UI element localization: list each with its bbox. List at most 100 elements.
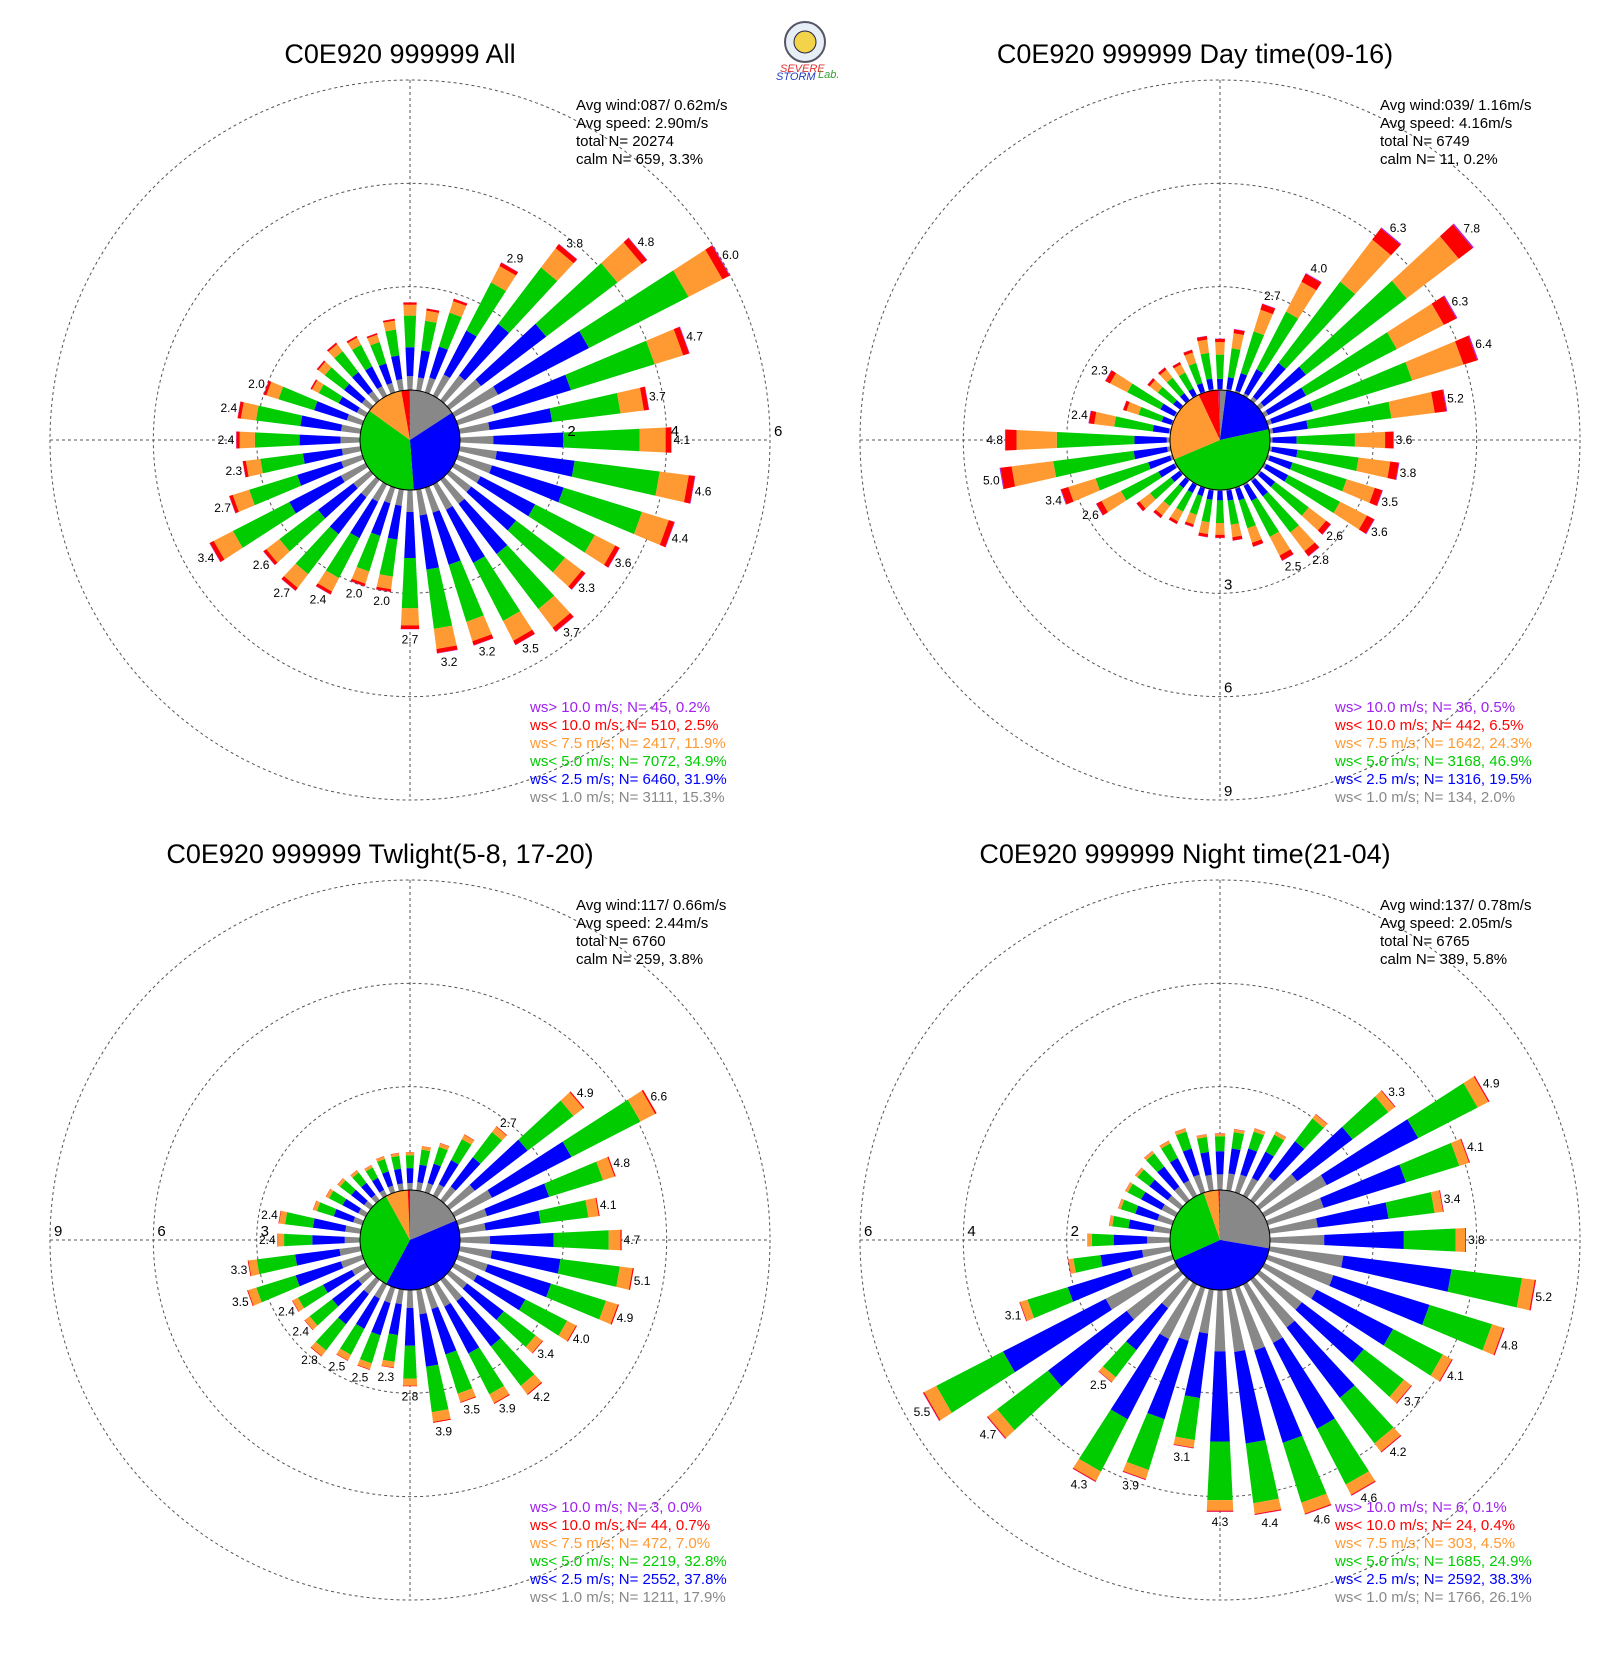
- pie-slice: [410, 412, 460, 490]
- pie-slice: [1220, 1190, 1270, 1249]
- rose-bar-segment: [1439, 1359, 1453, 1382]
- rose-bar-segment: [1455, 1228, 1465, 1252]
- rose-bar-segment: [416, 1182, 423, 1192]
- rose-bar: [228, 454, 364, 514]
- rose-bar-segment: [1278, 281, 1356, 369]
- pie-slice: [407, 1190, 410, 1240]
- rose-bar-segment: [1117, 1198, 1122, 1209]
- rose-bar-segment: [1159, 1140, 1169, 1147]
- pie-slice: [369, 390, 410, 440]
- stats-line: total N= 6749: [1380, 133, 1470, 150]
- rose-bar-segment: [461, 1134, 475, 1145]
- rose-bar-segment: [1322, 524, 1332, 535]
- rose-bar: [277, 1233, 361, 1247]
- rose-bar-segment: [616, 1266, 633, 1290]
- rose-bar-segment: [1473, 1075, 1490, 1103]
- rose-bar-segment: [457, 1388, 476, 1403]
- ring-value-label: 4: [671, 423, 679, 440]
- rose-bar-segment: [562, 1099, 641, 1157]
- bar-total-label: 4.1: [1447, 1369, 1464, 1383]
- rose-bar-segment: [1217, 490, 1223, 501]
- rose-bar-segment: [558, 243, 578, 260]
- rose-bar-segment: [416, 377, 424, 392]
- rose-bar-segment: [519, 1299, 568, 1336]
- rose-bar: [432, 1134, 475, 1198]
- rose-bar-segment: [426, 1364, 449, 1413]
- rose-bar-segment: [359, 1332, 381, 1364]
- rose-bar-segment: [1256, 1173, 1298, 1210]
- rose-bar: [1124, 1182, 1178, 1218]
- rose-bar-segment: [458, 446, 497, 460]
- bar-total-label: 2.4: [1071, 408, 1088, 422]
- rose-bar: [1226, 1128, 1245, 1192]
- rose-bar-segment: [376, 1156, 385, 1162]
- rose-bar: [310, 1276, 380, 1357]
- rose-bar-segment: [610, 1304, 619, 1325]
- rose-bar-segment: [1262, 462, 1267, 469]
- rose-bar: [1234, 1128, 1266, 1194]
- rose-bar: [364, 1164, 388, 1198]
- rose-bar-segment: [595, 1197, 600, 1217]
- rose-bar: [1266, 454, 1383, 507]
- rose-bar: [1173, 1288, 1214, 1449]
- rose-bar: [1250, 1113, 1328, 1204]
- bar-total-label: 3.7: [563, 625, 580, 639]
- rose-bar: [458, 446, 696, 504]
- legend-entry: ws< 7.5 m/s; N= 2417, 11.9%: [529, 735, 726, 752]
- rose-bar-segment: [485, 1264, 552, 1298]
- rose-bar-segment: [1196, 383, 1205, 394]
- rose-bar-segment: [1245, 1440, 1279, 1504]
- rose-bar-segment: [1197, 486, 1205, 497]
- rose-bar: [999, 446, 1172, 490]
- rose-bar-segment: [1235, 487, 1245, 501]
- legend-entry: ws< 5.0 m/s; N= 1685, 24.9%: [1334, 1553, 1532, 1570]
- rose-bar-segment: [382, 318, 395, 323]
- rose-bar-segment: [351, 1262, 368, 1276]
- rose-bar-segment: [655, 471, 689, 503]
- rose-bar: [1072, 1282, 1198, 1483]
- rose-bar-segment: [641, 1089, 657, 1114]
- rose-bar: [456, 454, 675, 548]
- rose-bar-segment: [1122, 1471, 1146, 1481]
- rose-bar-segment: [469, 1139, 528, 1191]
- bar-total-label: 4.3: [1212, 1515, 1229, 1529]
- rose-bar-segment: [458, 422, 490, 434]
- rose-bar-segment: [1105, 370, 1117, 384]
- rose-bar-segment: [379, 537, 398, 577]
- bar-total-label: 2.0: [248, 377, 265, 391]
- rose-bar-segment: [357, 1359, 372, 1370]
- rose-bar-segment: [347, 337, 362, 351]
- rose-bar-segment: [1135, 1167, 1144, 1178]
- rose-bar-segment: [484, 1183, 550, 1217]
- rose-bar-segment: [596, 1157, 615, 1181]
- rose-bar-segment: [1365, 519, 1375, 535]
- rose-bar-segment: [356, 407, 368, 418]
- rose-bar-segment: [1250, 476, 1256, 482]
- rose-bar-segment: [1295, 1118, 1324, 1149]
- rose-bar-segment: [1108, 1215, 1111, 1226]
- legend-entry: ws< 10.0 m/s; N= 510, 2.5%: [529, 717, 718, 734]
- rose-bar-segment: [1260, 366, 1306, 407]
- bar-total-label: 2.0: [346, 586, 363, 600]
- rose-bar: [1234, 1286, 1332, 1515]
- rose-bar-segment: [376, 574, 393, 590]
- rose-bar-segment: [284, 1233, 313, 1247]
- rose-bar-segment: [1282, 1435, 1327, 1503]
- rose-bar-segment: [1227, 499, 1239, 525]
- rose-bar-segment: [1266, 1197, 1324, 1226]
- rose-bar: [1256, 1270, 1413, 1404]
- rose-bar-segment: [400, 625, 420, 629]
- rose-bar-segment: [525, 1335, 543, 1353]
- rose-bar-segment: [1189, 494, 1203, 515]
- rose-bar: [1262, 295, 1458, 418]
- rose-bar: [424, 1286, 477, 1403]
- rose-bar: [1242, 482, 1294, 562]
- legend-entry: ws> 10.0 m/s; N= 45, 0.2%: [529, 699, 710, 716]
- rose-bar-segment: [387, 504, 402, 540]
- rose-bar-segment: [1234, 1128, 1245, 1131]
- rose-bar-segment: [1315, 1113, 1328, 1124]
- rose-bar-segment: [1196, 1134, 1207, 1137]
- rose-bar-segment: [247, 1260, 252, 1277]
- rose-bar-segment: [515, 633, 536, 646]
- rose-bar-segment: [278, 1210, 282, 1224]
